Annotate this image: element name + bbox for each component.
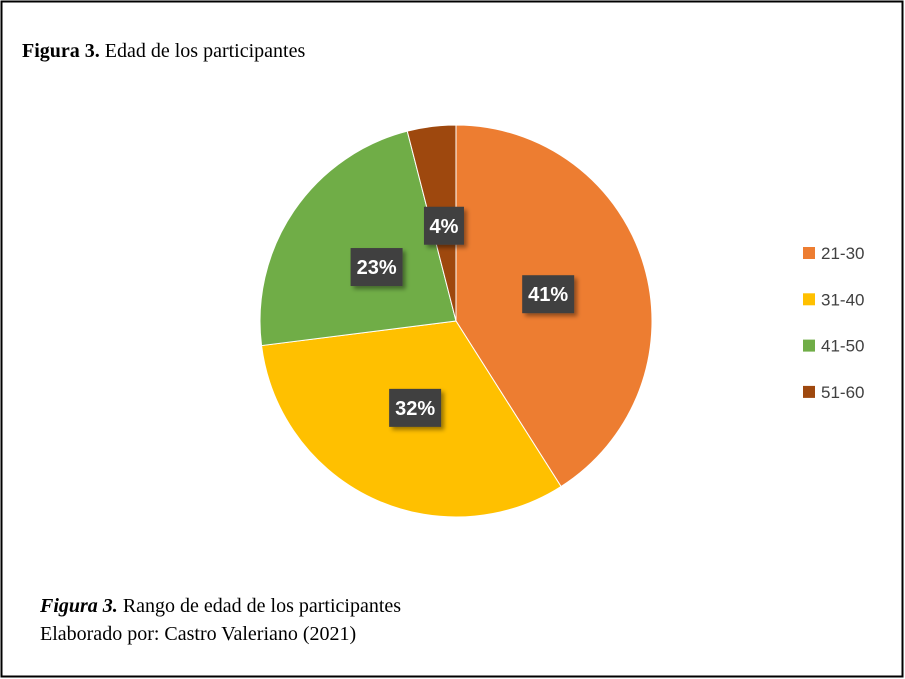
source: Elaborado por: Castro Valeriano (2021) [40, 623, 356, 645]
legend-swatch [803, 247, 815, 259]
title-text: Edad de los participantes [105, 40, 306, 62]
legend-label: 51-60 [821, 383, 864, 402]
legend-label: 31-40 [821, 290, 864, 309]
data-label-box [423, 206, 464, 245]
data-label-box [350, 248, 403, 287]
legend-label: 21-30 [821, 244, 864, 263]
data-label: 32% [395, 398, 435, 420]
title-label: Figura 3. [22, 40, 100, 62]
legend-swatch [803, 339, 815, 352]
data-labels: 41% 32% 23% 4% [350, 206, 575, 427]
data-label: 4% [430, 216, 459, 238]
data-label: 23% [357, 257, 397, 279]
caption: Figura 3. Rango de edad de los participa… [39, 595, 401, 617]
chart-title: Figura 3. Edad de los participantes [22, 40, 305, 62]
data-label-box [389, 388, 442, 427]
data-label-box [522, 275, 575, 314]
pie-slice [259, 130, 457, 347]
legend-label: 41-50 [821, 337, 864, 356]
legend-swatch [803, 385, 815, 398]
legend: 21-30 31-40 41-50 51-60 [803, 244, 864, 402]
caption-text: Rango de edad de los participantes [123, 595, 401, 617]
pie [259, 124, 653, 518]
caption-label: Figura 3. [39, 595, 118, 617]
legend-swatch [803, 293, 815, 306]
data-label: 41% [528, 284, 568, 306]
